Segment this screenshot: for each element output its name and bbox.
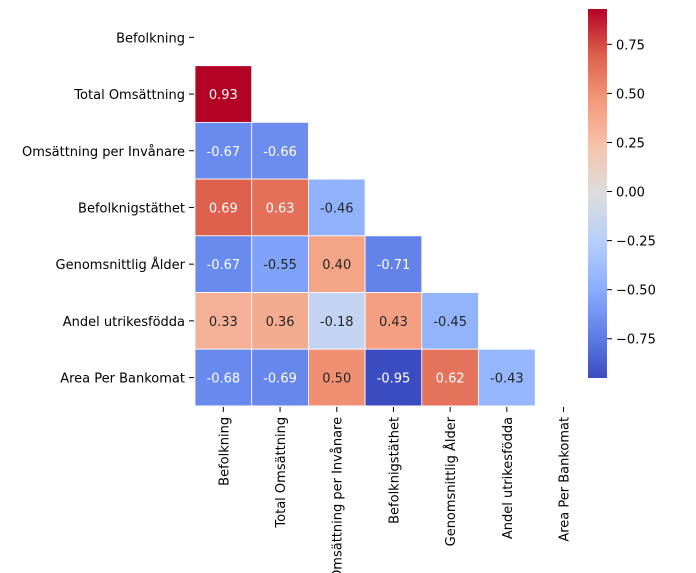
heatmap-cell — [194, 348, 253, 407]
y-tick-label: Andel utrikesfödda — [63, 315, 185, 330]
heatmap-cell — [478, 348, 536, 407]
cell-value-label: 0.43 — [379, 315, 408, 330]
cell-value-label: 0.63 — [266, 201, 295, 216]
x-tick-label: Befolkning — [217, 417, 232, 486]
cell-value-label: -0.68 — [207, 372, 241, 387]
cell-value-label: 0.36 — [266, 315, 295, 330]
y-tick-label: Genomsnittlig Ålder — [56, 257, 186, 273]
heatmap-cell — [251, 292, 309, 350]
heatmap-cell — [307, 178, 366, 237]
colorbar-tick-label: 0.00 — [616, 186, 645, 201]
cell-value-label: -0.69 — [263, 372, 297, 387]
colorbar-tick-label: 0.50 — [616, 87, 645, 102]
y-tick-label: Befolkning — [116, 31, 185, 46]
x-tick-label: Area Per Bankomat — [558, 417, 573, 542]
cell-value-label: -0.66 — [263, 145, 297, 160]
y-axis: Befolkning Total Omsättning Omsättning per… — [22, 31, 194, 387]
x-tick-label: Genomsnittlig Ålder — [443, 416, 459, 546]
heatmap-cell — [251, 122, 309, 180]
x-tick-label: Omsättning per Invånare — [331, 417, 346, 573]
cell-value-label: -0.43 — [490, 372, 524, 387]
heatmap-cell — [194, 122, 253, 180]
colorbar-tick-label: 0.75 — [616, 38, 645, 53]
cell-value-label: -0.18 — [320, 315, 354, 330]
heatmap-cell — [194, 65, 253, 123]
cell-value-label: -0.71 — [377, 258, 411, 273]
cell-value-label: -0.46 — [320, 201, 354, 216]
x-tick-label: Total Omsättning — [274, 417, 289, 529]
heatmap-cell — [194, 178, 253, 237]
x-tick-label: Andel utrikesfödda — [501, 417, 516, 539]
cell-value-label: 0.50 — [322, 372, 351, 387]
x-axis: Befolkning Total Omsättning Omsättning per… — [217, 406, 573, 573]
heatmap-cell — [421, 292, 479, 350]
y-tick-label: Total Omsättning — [73, 88, 185, 103]
heatmap-cells — [194, 65, 536, 407]
colorbar-gradient — [588, 9, 607, 378]
heatmap-cell — [307, 348, 366, 407]
heatmap-cell — [364, 235, 423, 293]
y-tick-label: Area Per Bankomat — [60, 372, 185, 387]
colorbar-tick-label: −0.50 — [616, 284, 656, 299]
cell-value-label: 0.40 — [322, 258, 351, 273]
cell-value-label: 0.69 — [209, 201, 238, 216]
heatmap-cell — [421, 348, 479, 407]
colorbar-tick-label: 0.25 — [616, 136, 645, 151]
cell-value-label: -0.67 — [207, 258, 241, 273]
colorbar-tick-label: −0.75 — [616, 333, 656, 348]
y-tick-label: Befolknigstäthet — [78, 201, 185, 216]
cell-value-label: 0.33 — [209, 315, 238, 330]
heatmap-cell — [251, 348, 309, 407]
cell-value-label: 0.62 — [436, 372, 465, 387]
cell-value-label: -0.55 — [263, 258, 297, 273]
cell-value-label: -0.45 — [433, 315, 467, 330]
heatmap-cell-labels: 0.93 -0.67 -0.66 0.69 0.63 -0.46 -0.67 -0.55 0.4… — [207, 88, 524, 387]
heatmap-cell — [364, 348, 423, 407]
x-tick-label: Befolknigstäthet — [387, 417, 402, 524]
y-tick-label: Omsättning per Invånare — [22, 145, 185, 160]
colorbar-tick-label: −0.25 — [616, 235, 656, 250]
cell-value-label: 0.93 — [209, 88, 238, 103]
heatmap-cell — [364, 292, 423, 350]
cell-value-label: -0.95 — [377, 372, 411, 387]
heatmap-cell — [251, 235, 309, 293]
cell-value-label: -0.67 — [207, 145, 241, 160]
colorbar: 0.75 0.50 0.25 0.00 −0.25 −0.50 −0.75 — [588, 9, 656, 378]
